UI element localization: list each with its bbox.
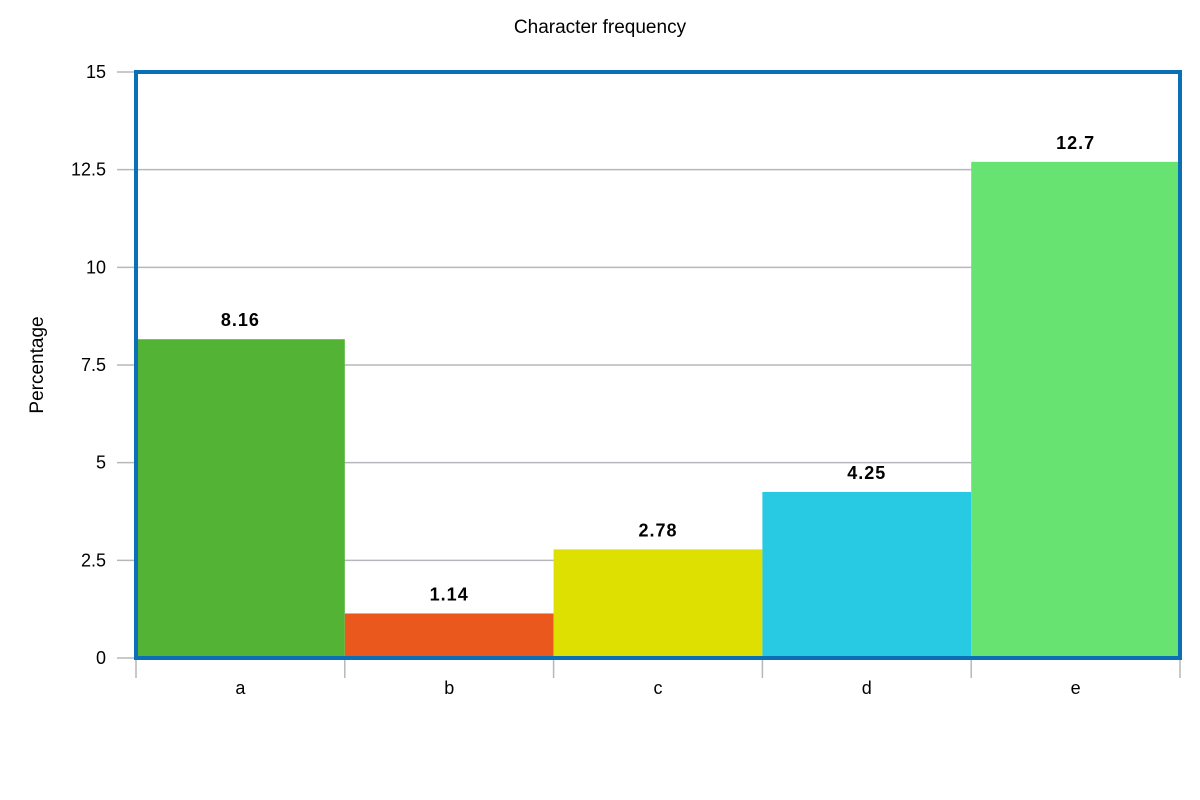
y-tick-label: 10	[86, 257, 106, 277]
y-axis-label: Percentage	[27, 316, 48, 413]
bar-d	[762, 491, 972, 658]
y-tick-label: 0	[96, 648, 106, 668]
y-tick-label: 7.5	[81, 355, 106, 375]
y-tick-label: 5	[96, 453, 106, 473]
x-tick-label: b	[444, 678, 454, 698]
data-label-b: 1.14	[430, 584, 469, 604]
x-tick-label: c	[654, 678, 663, 698]
bar-e	[971, 161, 1180, 658]
x-tick-label: e	[1071, 678, 1081, 698]
y-tick-label: 2.5	[81, 550, 106, 570]
plot-frame	[134, 70, 1182, 660]
data-label-c: 2.78	[638, 520, 677, 540]
x-tick-label: d	[862, 678, 872, 698]
data-labels: 8.16 1.14 2.78 4.25 12.7	[221, 133, 1095, 605]
data-label-e: 12.7	[1056, 133, 1095, 153]
data-label-a: 8.16	[221, 310, 260, 330]
y-tick-label: 12.5	[71, 160, 106, 180]
chart-title: Character frequency	[514, 17, 687, 38]
bars	[136, 161, 1180, 658]
bar-c	[553, 549, 763, 658]
y-axis-ticks: 0 2.5 5 7.5 10 12.5 15	[71, 62, 136, 668]
x-tick-label: a	[235, 678, 246, 698]
y-tick-label: 15	[86, 62, 106, 82]
bar-a	[136, 339, 345, 658]
data-label-d: 4.25	[847, 463, 886, 483]
bar-b	[344, 613, 554, 658]
x-axis-ticks: a b c d e	[135, 658, 1181, 698]
